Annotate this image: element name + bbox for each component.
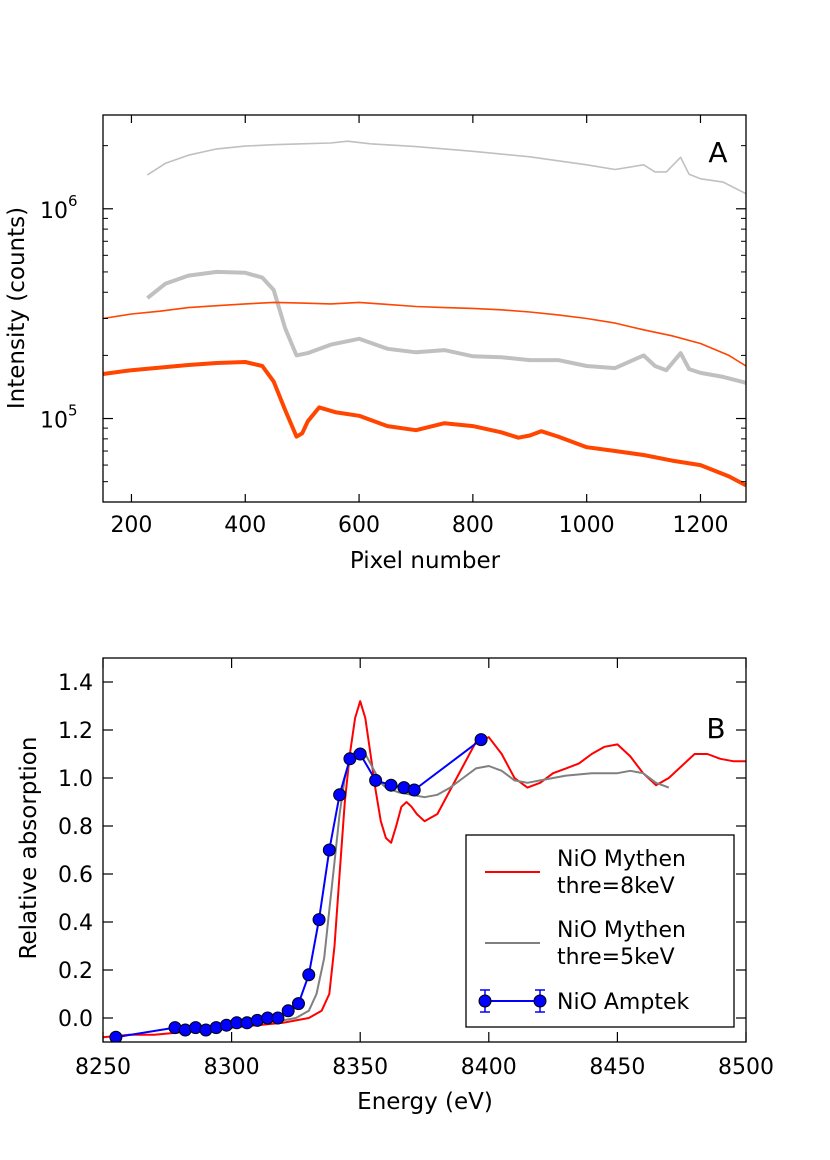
panel-b-series-line-1	[180, 748, 670, 1031]
amptek-point	[474, 733, 488, 747]
legend-label-mythen-8kev-line1: NiO Mythen	[557, 847, 686, 872]
panel-a-xlabel: Pixel number	[350, 548, 501, 574]
amptek-point	[369, 773, 383, 787]
amptek-point	[333, 788, 347, 802]
amptek-point	[109, 1030, 123, 1042]
panel-b-xtick-label: 8400	[461, 1055, 517, 1080]
legend-label-mythen-5kev-line1: NiO Mythen	[557, 918, 686, 943]
panel-b-ytick-label: 1.2	[58, 719, 93, 744]
amptek-point	[312, 913, 326, 927]
panel-a-series-2	[102, 301, 747, 367]
panel-a-xtick-label: 400	[224, 513, 266, 538]
panel-a-series-0	[146, 140, 747, 195]
panel-a-frame	[102, 114, 747, 503]
panel-a-xtick-label: 1200	[672, 513, 728, 538]
panel-a-ytick-label: 105	[40, 402, 78, 434]
panel-a-plot-area	[103, 115, 746, 502]
panel-a-xtick-label: 800	[452, 513, 494, 538]
panel-b-series-line-0	[103, 700, 746, 1039]
legend-box	[465, 834, 735, 1028]
panel-a-xtick-label: 1000	[559, 513, 615, 538]
amptek-point	[271, 1011, 285, 1025]
panel-a-ytick-label: 106	[40, 192, 78, 224]
panel-a-ylabel: Intensity (counts)	[4, 207, 30, 409]
amptek-point	[384, 778, 398, 792]
panel-b-label: B	[706, 712, 725, 745]
legend: NiO Mythen thre=8keV NiO Mythen thre=5ke…	[465, 834, 735, 1028]
panel-b-ytick-label: 0.8	[58, 815, 93, 840]
panel-a-label: A	[708, 136, 727, 169]
amptek-point	[291, 997, 305, 1011]
legend-label-amptek: NiO Amptek	[557, 990, 689, 1015]
panel-b-xtick-label: 8250	[75, 1055, 131, 1080]
panel-b-xlabel: Energy (eV)	[357, 1089, 493, 1115]
amptek-point	[353, 747, 367, 761]
amptek-point	[281, 1004, 295, 1018]
panel-b-ylabel: Relative absorption	[16, 737, 42, 960]
panel-a-xtick-label: 600	[338, 513, 380, 538]
panel-b-ytick-label: 1.0	[58, 767, 93, 792]
panel-b: 8250 8300 8350 8400 8450 8500 0.0 0.2 0.4 0.6 0.8 1…	[16, 657, 774, 1115]
panel-a: 200 400 600 800 1000 1200 105 106 A Pixel numbe…	[4, 114, 747, 574]
panel-a-xtick-label: 200	[110, 513, 152, 538]
panel-b-ytick-label: 1.4	[58, 671, 93, 696]
amptek-point	[302, 968, 316, 982]
panel-b-ticks: 8250 8300 8350 8400 8450 8500 0.0 0.2 0.4 0.6 0.8 1…	[58, 658, 774, 1080]
amptek-point	[322, 843, 336, 857]
panel-b-ytick-label: 0.0	[58, 1007, 93, 1032]
panel-b-ytick-label: 0.4	[58, 911, 93, 936]
panel-b-series-group	[103, 700, 746, 1042]
panel-b-xtick-label: 8450	[589, 1055, 645, 1080]
amptek-point	[407, 783, 421, 797]
panel-b-frame	[102, 657, 747, 1043]
panel-b-xtick-label: 8350	[332, 1055, 388, 1080]
panel-a-series-1	[146, 269, 747, 385]
legend-label-mythen-5kev-line2: thre=5keV	[557, 945, 675, 970]
panel-b-xtick-label: 8500	[718, 1055, 774, 1080]
panel-b-xtick-label: 8300	[204, 1055, 260, 1080]
panel-b-ytick-label: 0.2	[58, 959, 93, 984]
legend-swatch-amptek	[478, 989, 547, 1013]
panel-a-ticks: 200 400 600 800 1000 1200 105 106	[40, 115, 746, 538]
panel-b-ytick-label: 0.6	[58, 863, 93, 888]
panel-a-series-group	[102, 140, 747, 488]
legend-label-mythen-8kev-line2: thre=8keV	[557, 874, 675, 899]
panel-a-series-3	[102, 360, 747, 488]
